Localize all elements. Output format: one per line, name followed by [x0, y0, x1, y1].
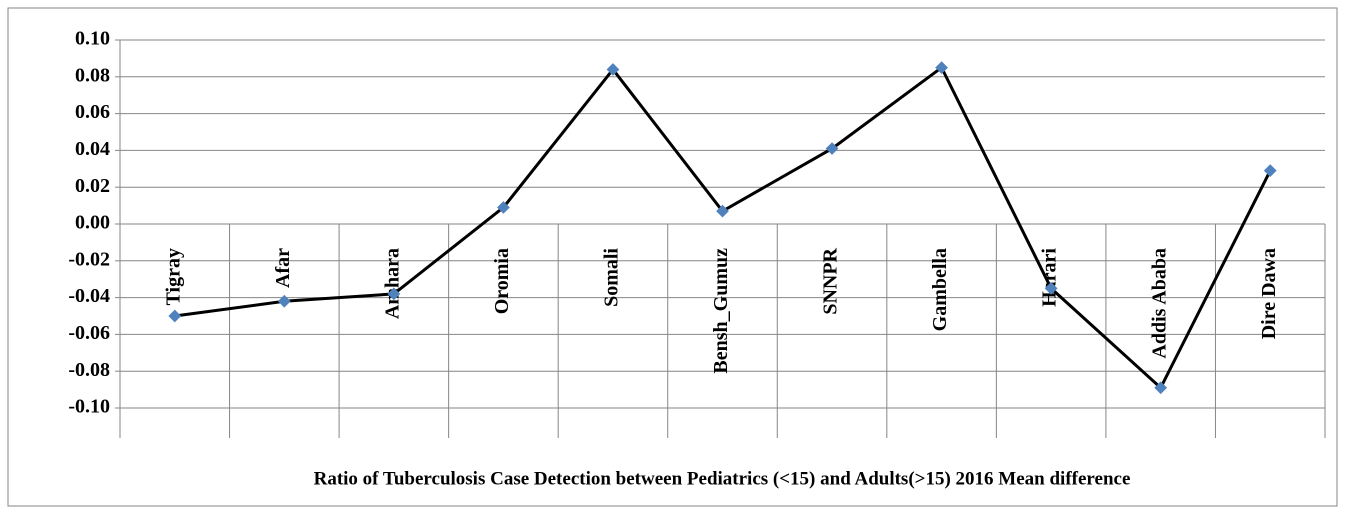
x-tick-label: Harari [1039, 248, 1061, 307]
y-tick-label: -0.10 [68, 396, 110, 418]
marker [168, 309, 182, 323]
axis-title: Ratio of Tuberculosis Case Detection bet… [314, 468, 1131, 489]
y-tick-label: -0.08 [68, 359, 110, 381]
y-tick-label: 0.04 [75, 138, 110, 160]
x-tick-label: Somali [601, 248, 623, 307]
x-tick-label: Gambella [929, 248, 951, 331]
x-tick-label: Bensh_Gumuz [710, 248, 732, 374]
marker [387, 287, 401, 301]
y-tick-label: 0.08 [75, 64, 110, 86]
marker [277, 294, 291, 308]
x-tick-label: Amhara [381, 248, 403, 319]
y-tick-label: 0.06 [75, 101, 110, 123]
chart-border [7, 7, 1338, 507]
x-tick-label: Addis Ababa [1148, 248, 1170, 359]
x-tick-label: Dire Dawa [1258, 248, 1280, 339]
y-tick-label: -0.02 [68, 248, 110, 270]
x-tick-label: SNNPR [820, 247, 842, 314]
x-tick-label: Tigray [162, 248, 184, 305]
y-tick-label: 0.10 [75, 28, 110, 50]
y-tick-label: -0.04 [68, 285, 110, 307]
marker [497, 201, 510, 214]
y-tick-label: -0.06 [68, 322, 110, 344]
y-tick-label: 0.02 [75, 175, 110, 197]
x-tick-label: Oromia [491, 248, 513, 314]
x-tick-label: Afar [272, 248, 294, 288]
y-tick-label: 0.00 [75, 212, 110, 234]
